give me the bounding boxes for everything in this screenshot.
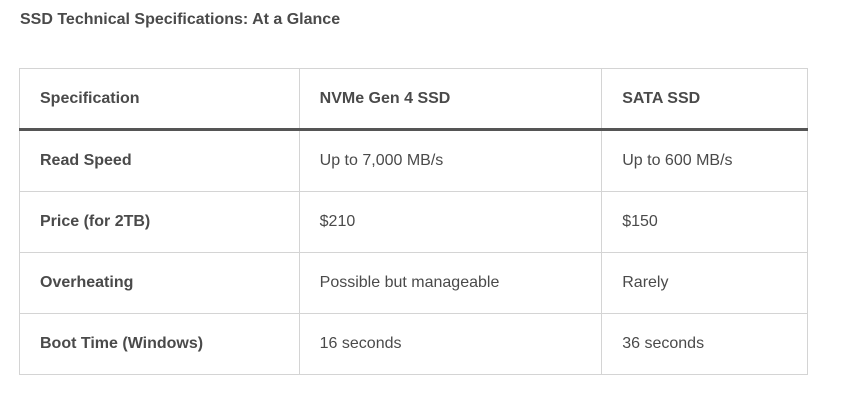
spec-table: Specification NVMe Gen 4 SSD SATA SSD Re… [19,68,808,375]
table-header-row: Specification NVMe Gen 4 SSD SATA SSD [19,68,808,131]
spec-cell: Overheating [19,252,300,314]
table-row: Boot Time (Windows) 16 seconds 36 second… [19,313,808,375]
nvme-cell: Possible but manageable [298,252,603,314]
table-row: Overheating Possible but manageable Rare… [19,252,808,314]
column-header: Specification [19,68,300,131]
nvme-cell: 16 seconds [298,313,603,375]
nvme-cell: $210 [298,191,603,253]
sata-cell: $150 [601,191,808,253]
sata-cell: Rarely [601,252,808,314]
column-header: NVMe Gen 4 SSD [298,68,603,131]
spec-cell: Read Speed [19,129,300,192]
spec-cell: Boot Time (Windows) [19,313,300,375]
sata-cell: Up to 600 MB/s [601,129,808,192]
nvme-cell: Up to 7,000 MB/s [298,129,603,192]
sata-cell: 36 seconds [601,313,808,375]
spec-cell: Price (for 2TB) [19,191,300,253]
column-header: SATA SSD [601,68,808,131]
page-title: SSD Technical Specifications: At a Glanc… [20,11,341,28]
table-row: Price (for 2TB) $210 $150 [19,191,808,253]
table-row: Read Speed Up to 7,000 MB/s Up to 600 MB… [19,129,808,192]
